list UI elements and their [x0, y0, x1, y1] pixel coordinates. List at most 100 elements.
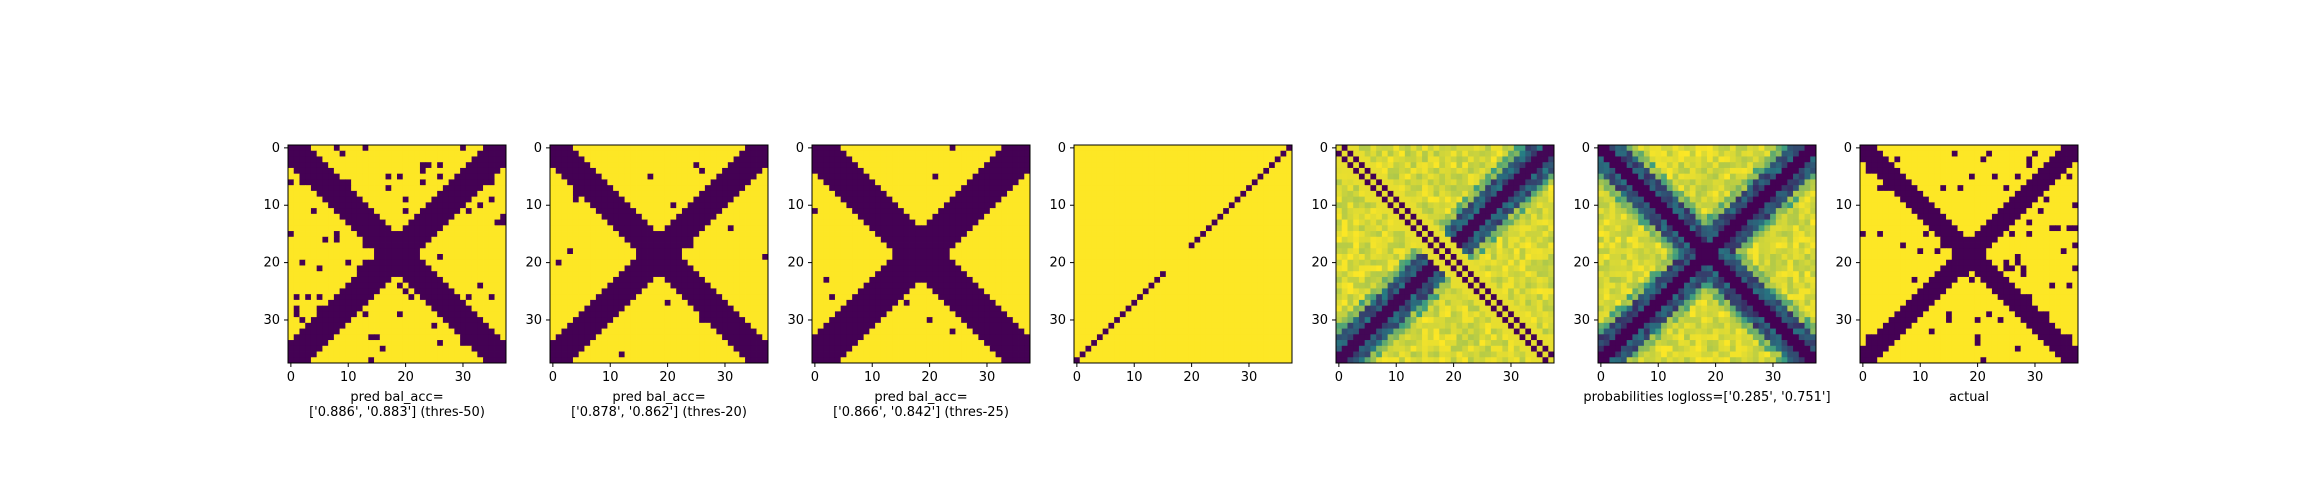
heatmap-cell — [978, 305, 985, 312]
heatmap-cell — [374, 317, 381, 324]
heatmap-cell — [676, 265, 683, 272]
heatmap-cell — [1108, 196, 1115, 203]
heatmap-cell — [978, 185, 985, 192]
heatmap-cell — [943, 305, 951, 312]
heatmap-cell — [590, 167, 597, 175]
heatmap-cell — [494, 202, 501, 209]
heatmap-cell — [978, 322, 985, 329]
heatmap-cell — [454, 294, 461, 301]
heatmap-cell — [1018, 248, 1025, 255]
heatmap-cell — [356, 254, 363, 261]
heatmap-cell — [402, 179, 409, 186]
heatmap-cell — [961, 265, 968, 272]
heatmap-cell — [676, 282, 683, 289]
heatmap-cell — [670, 196, 677, 203]
heatmap-cell — [846, 248, 853, 255]
heatmap-cell — [1183, 202, 1190, 209]
heatmap-cell — [664, 322, 671, 329]
heatmap-cell — [636, 179, 643, 186]
heatmap-cell — [351, 219, 358, 226]
heatmap-cell — [1012, 322, 1019, 329]
heatmap-cell — [408, 305, 415, 312]
heatmap-cell — [857, 167, 865, 175]
heatmap-cell — [1119, 213, 1127, 220]
heatmap-cell — [425, 259, 432, 266]
heatmap-cell — [368, 311, 375, 318]
heatmap-cell — [716, 219, 723, 226]
heatmap-cell — [1205, 190, 1213, 198]
heatmap-cell — [739, 156, 746, 163]
heatmap-cell — [1137, 185, 1144, 192]
heatmap-cell — [437, 145, 444, 152]
heatmap-cell — [477, 162, 484, 169]
heatmap-cell — [437, 236, 444, 243]
heatmap-cell — [1142, 162, 1149, 169]
heatmap-cell — [653, 225, 660, 232]
heatmap-cell — [293, 190, 300, 198]
heatmap-cell — [949, 254, 956, 261]
heatmap-cell — [555, 236, 562, 243]
heatmap-cell — [561, 213, 568, 220]
heatmap-cell — [293, 162, 300, 169]
heatmap-cell — [425, 311, 432, 318]
heatmap-cell — [465, 345, 472, 352]
heatmap-cell — [875, 254, 882, 261]
heatmap-cell — [762, 328, 769, 335]
heatmap-cell — [391, 288, 398, 295]
heatmap-cell — [305, 219, 312, 226]
heatmap-cell — [584, 162, 591, 169]
heatmap-cell — [745, 242, 752, 249]
heatmap-cell — [397, 311, 404, 318]
heatmap-cell — [955, 305, 962, 312]
heatmap-cell — [425, 150, 432, 157]
heatmap-cell — [1079, 202, 1086, 209]
heatmap-cell — [670, 271, 677, 278]
heatmap-cell — [471, 190, 478, 198]
x-tick-label: 0 — [287, 370, 295, 385]
heatmap-cell — [1274, 156, 1281, 163]
heatmap-cell — [653, 305, 660, 312]
heatmap-cell — [812, 145, 819, 152]
heatmap-cell — [739, 167, 746, 175]
heatmap-cell — [460, 167, 467, 175]
heatmap-cell — [333, 328, 341, 335]
heatmap-cell — [1096, 185, 1104, 192]
heatmap-cell — [1001, 225, 1008, 232]
heatmap-cell — [431, 345, 438, 352]
heatmap-cell — [618, 242, 625, 249]
heatmap-cell — [1079, 179, 1086, 186]
heatmap-cell — [710, 162, 717, 169]
heatmap-cell — [676, 190, 683, 198]
heatmap-cell — [607, 265, 614, 272]
heatmap-cell — [750, 190, 757, 198]
heatmap-cell — [550, 196, 557, 203]
heatmap-cell — [437, 196, 444, 203]
heatmap-cell — [1148, 219, 1155, 226]
heatmap-cell — [494, 231, 501, 238]
heatmap-cell — [578, 190, 585, 198]
heatmap-cell — [1223, 162, 1230, 169]
heatmap-cell — [356, 225, 363, 232]
heatmap-cell — [733, 305, 740, 312]
heatmap-cell — [630, 202, 637, 209]
heatmap-cell — [305, 145, 312, 152]
heatmap-cell — [978, 340, 985, 347]
heatmap-cell — [1246, 145, 1253, 152]
heatmap-cell — [333, 219, 341, 226]
heatmap-cell — [310, 282, 318, 289]
heatmap-cell — [333, 145, 341, 152]
heatmap-cell — [1148, 213, 1155, 220]
heatmap-cell — [704, 276, 712, 284]
heatmap-cell — [1274, 190, 1281, 198]
heatmap-cell — [943, 185, 951, 192]
heatmap-cell — [448, 317, 455, 324]
heatmap-cell — [454, 156, 461, 163]
heatmap-cell — [1274, 225, 1281, 232]
heatmap-cell — [408, 317, 415, 324]
heatmap-cell — [733, 271, 740, 278]
heatmap-cell — [756, 299, 763, 307]
heatmap-cell — [880, 299, 887, 307]
heatmap-cell — [419, 162, 427, 169]
heatmap-cell — [926, 340, 933, 347]
heatmap-cell — [561, 282, 568, 289]
